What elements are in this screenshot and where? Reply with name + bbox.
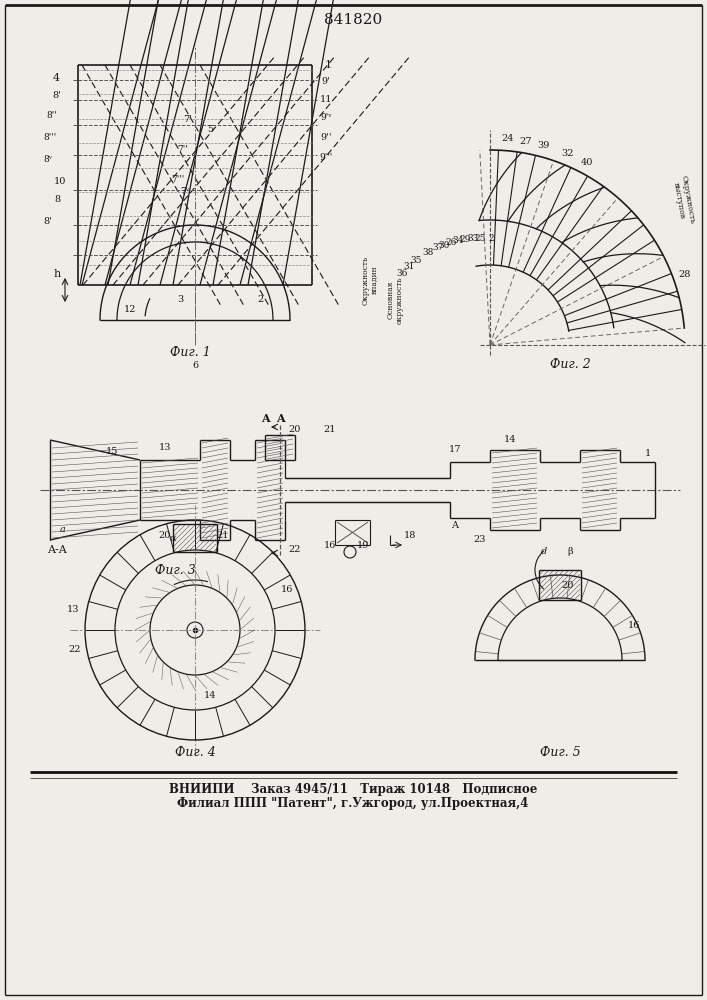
Text: 39: 39: [537, 141, 550, 150]
Text: h: h: [53, 269, 61, 279]
Text: 9'ᵛ: 9'ᵛ: [320, 113, 332, 122]
Text: 8: 8: [54, 196, 60, 205]
Text: 10: 10: [54, 178, 66, 186]
Text: 26: 26: [445, 238, 457, 247]
Text: 841820: 841820: [324, 13, 382, 27]
Text: 30: 30: [438, 241, 450, 250]
Text: 2: 2: [257, 296, 263, 304]
Text: Основная
окружность: Основная окружность: [387, 276, 404, 324]
Text: 8': 8': [52, 91, 62, 100]
Text: Фиг. 2: Фиг. 2: [549, 359, 590, 371]
Text: 2: 2: [489, 234, 494, 243]
Text: 27: 27: [520, 137, 532, 146]
Text: 35: 35: [410, 256, 422, 265]
Text: 7': 7': [184, 115, 192, 124]
Text: A: A: [452, 520, 459, 530]
Text: Фиг. 3: Фиг. 3: [155, 564, 195, 576]
Text: 6: 6: [192, 360, 198, 369]
Text: β: β: [567, 548, 573, 556]
Text: Фиг. 5: Фиг. 5: [539, 746, 580, 758]
Text: 1: 1: [645, 450, 651, 458]
Text: 28: 28: [678, 270, 691, 279]
Text: 4: 4: [52, 73, 59, 83]
Text: 16: 16: [324, 540, 337, 550]
Text: 9': 9': [322, 78, 330, 87]
Text: 7ᵛ: 7ᵛ: [180, 188, 189, 196]
Text: ВНИИПИ    Заказ 4945/11   Тираж 10148   Подписное: ВНИИПИ Заказ 4945/11 Тираж 10148 Подписн…: [169, 784, 537, 796]
Text: 22: 22: [288, 546, 301, 554]
Text: 38: 38: [423, 248, 434, 257]
Text: 37: 37: [433, 243, 444, 252]
Text: 18: 18: [404, 530, 416, 540]
Text: 29: 29: [460, 235, 471, 244]
Text: A: A: [261, 412, 269, 424]
Text: 22: 22: [69, 646, 81, 654]
Text: a: a: [60, 526, 66, 534]
Text: 7''': 7''': [171, 176, 185, 184]
Text: 16: 16: [281, 585, 293, 594]
Text: 33: 33: [467, 234, 479, 243]
Text: A-A: A-A: [47, 545, 67, 555]
Text: 14: 14: [504, 436, 516, 444]
Text: A: A: [276, 412, 284, 424]
Text: 31: 31: [403, 262, 415, 271]
Text: 21: 21: [217, 532, 229, 540]
Text: 40: 40: [581, 158, 593, 167]
Text: 32: 32: [561, 149, 574, 158]
Text: 13: 13: [159, 444, 171, 452]
Text: 3: 3: [177, 296, 183, 304]
Text: 20: 20: [562, 582, 574, 590]
Text: 16: 16: [628, 620, 640, 630]
Text: 8''': 8''': [43, 133, 57, 142]
Text: Филиал ППП "Патент", г.Ужгород, ул.Проектная,4: Филиал ППП "Патент", г.Ужгород, ул.Проек…: [177, 798, 529, 810]
Text: 14: 14: [204, 690, 216, 700]
Text: 25: 25: [474, 234, 486, 243]
Text: 9''': 9''': [320, 152, 332, 161]
Text: 9'': 9'': [320, 133, 332, 142]
Text: 13: 13: [66, 605, 79, 614]
Text: 12: 12: [124, 306, 136, 314]
Text: Окружность
впадин: Окружность впадин: [361, 255, 379, 305]
Text: 8': 8': [44, 217, 52, 226]
Text: 17: 17: [449, 446, 461, 454]
Text: 23: 23: [474, 536, 486, 544]
Text: 36: 36: [397, 269, 408, 278]
Text: 8ᵛ: 8ᵛ: [43, 155, 52, 164]
Text: 1: 1: [325, 60, 332, 70]
Text: 21: 21: [324, 426, 337, 434]
Text: α: α: [170, 534, 176, 542]
Text: Фиг. 4: Фиг. 4: [175, 746, 216, 758]
Text: 5: 5: [207, 125, 213, 134]
Text: 15: 15: [106, 448, 118, 456]
Text: Окружность
выступов: Окружность выступов: [670, 174, 696, 226]
Text: Фиг. 1: Фиг. 1: [170, 346, 211, 359]
Text: 20: 20: [159, 532, 171, 540]
Text: 24: 24: [502, 134, 514, 143]
Text: 11: 11: [320, 96, 332, 104]
Text: 19: 19: [357, 540, 369, 550]
Text: 8'': 8'': [47, 110, 57, 119]
Text: 20: 20: [289, 426, 301, 434]
Text: 34: 34: [452, 236, 464, 245]
Text: d: d: [541, 548, 547, 556]
Text: 7'': 7'': [177, 145, 188, 154]
